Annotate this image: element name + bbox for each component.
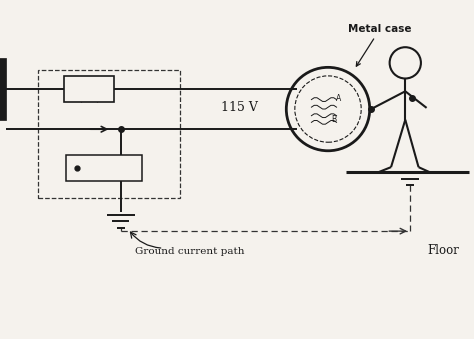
- Bar: [0, 58, 6, 120]
- Text: A: A: [336, 94, 341, 103]
- Text: Floor: Floor: [427, 244, 459, 257]
- Text: 115 V: 115 V: [221, 101, 258, 115]
- Bar: [64, 76, 114, 102]
- Text: Ground current path: Ground current path: [135, 247, 245, 256]
- Text: B: B: [331, 115, 336, 124]
- Bar: [38, 70, 180, 198]
- Bar: [66, 155, 142, 181]
- Text: Metal case: Metal case: [348, 24, 412, 66]
